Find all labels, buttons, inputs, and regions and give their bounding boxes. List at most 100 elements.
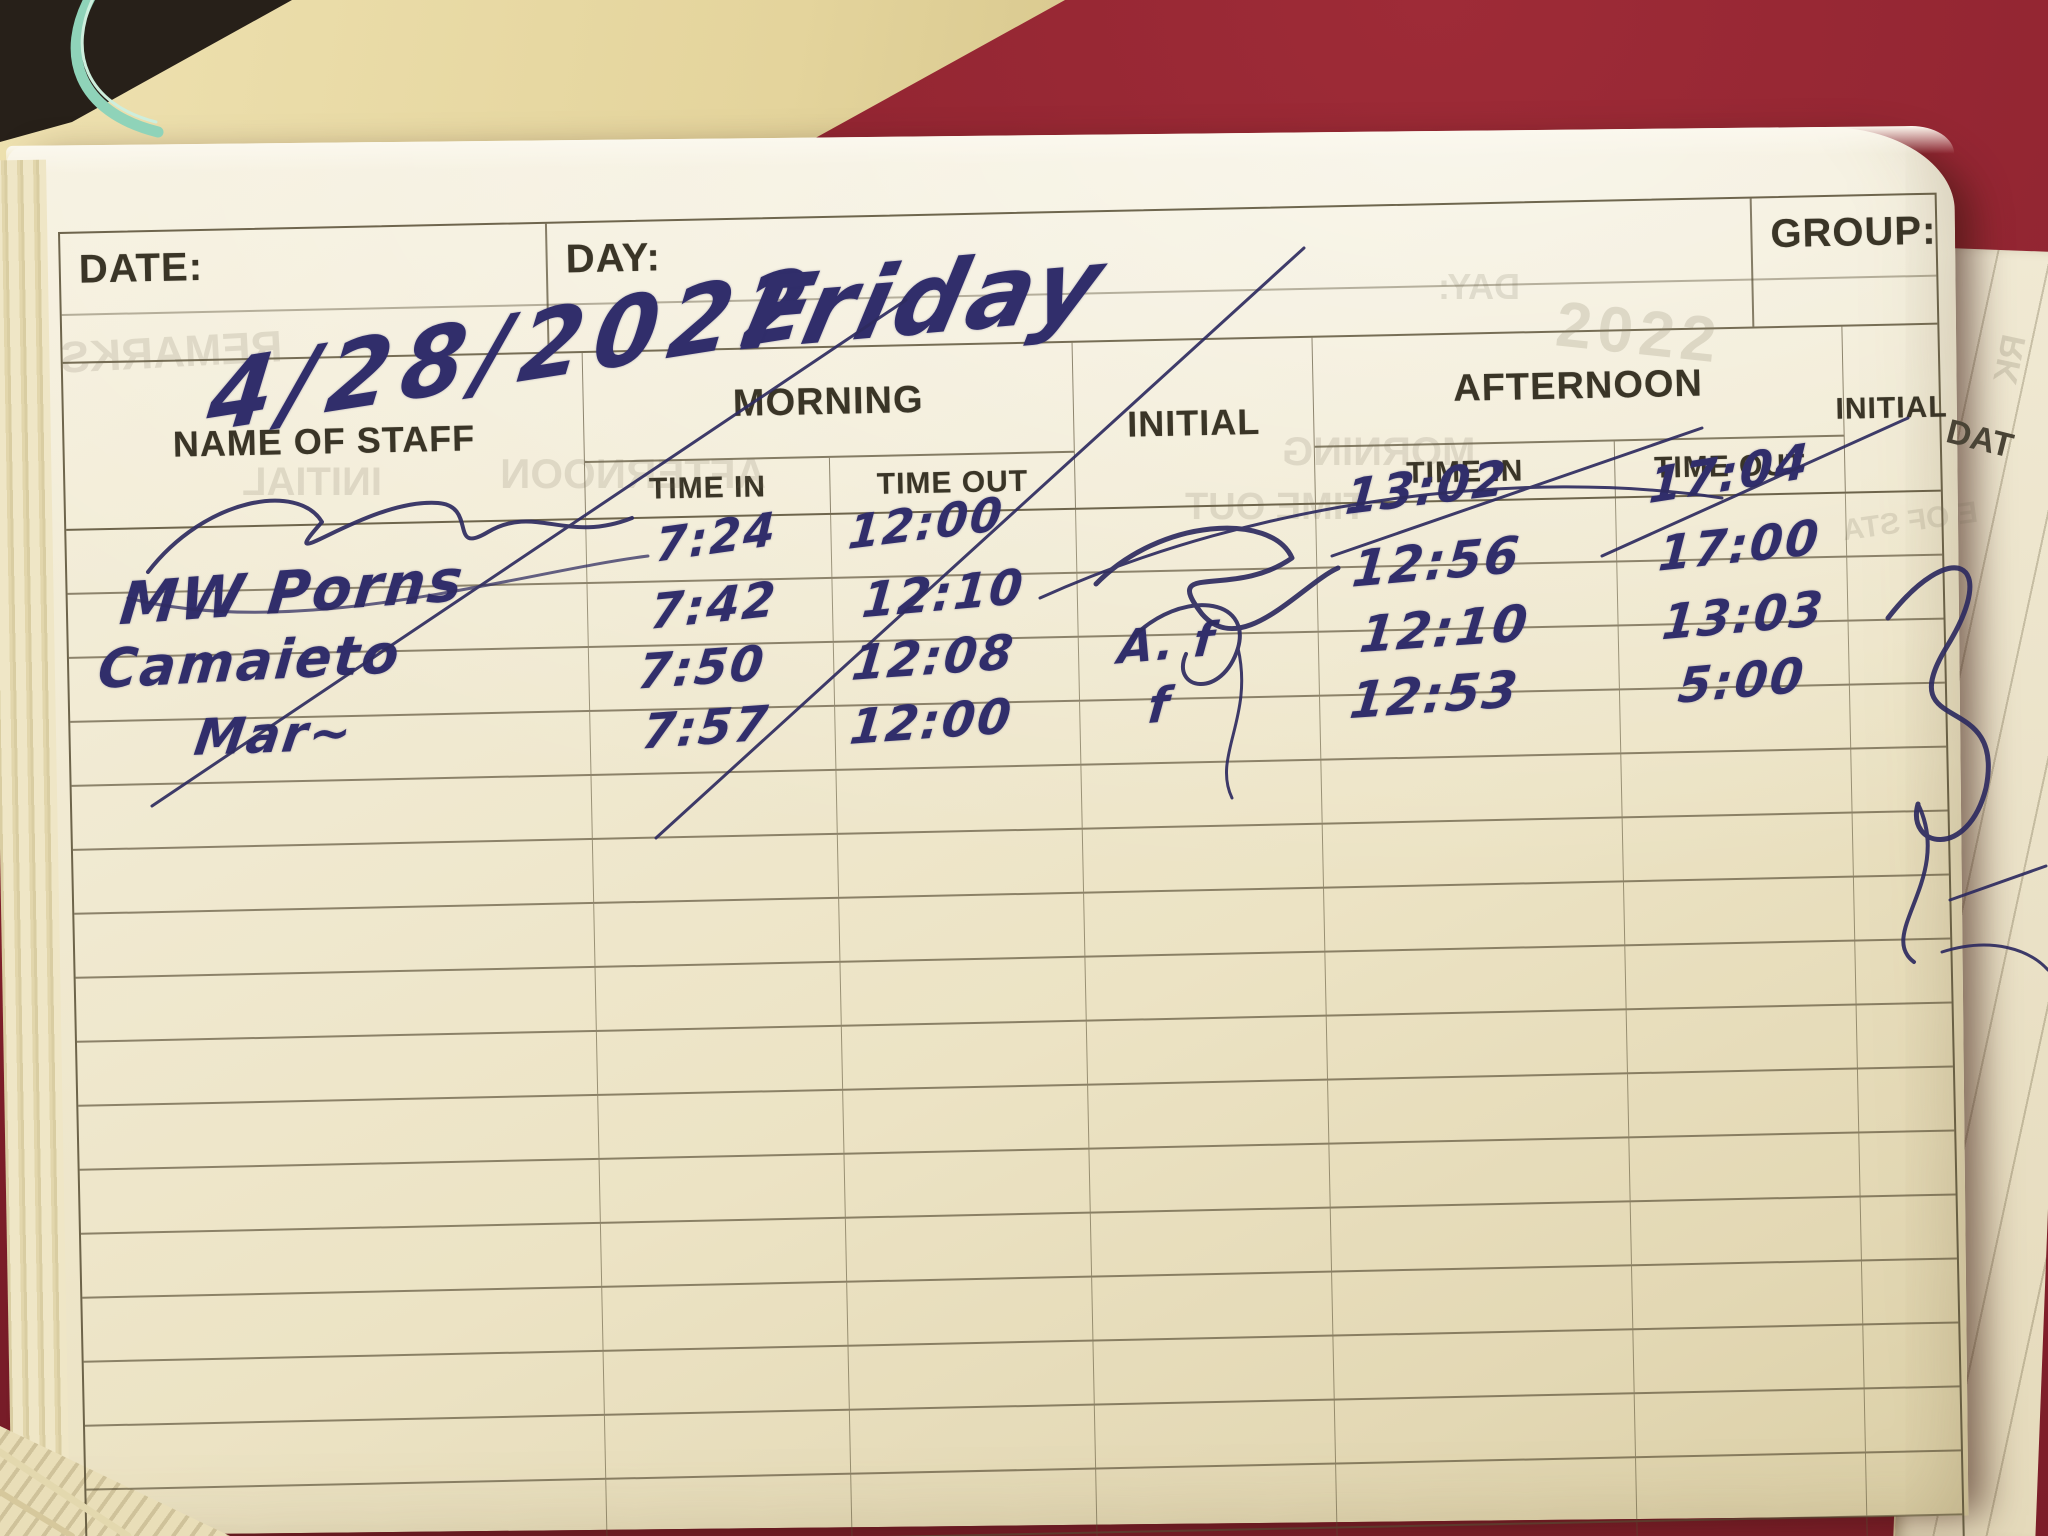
table-cell — [71, 775, 593, 849]
table-cell — [1084, 888, 1326, 956]
table-cell — [1636, 1453, 1868, 1521]
table-cell — [76, 1031, 599, 1105]
group-label: GROUP: — [1769, 208, 1937, 257]
table-cell — [851, 1469, 1098, 1536]
afternoon-in-row3: 12:10 — [1357, 593, 1533, 665]
table-cell — [843, 1085, 1090, 1153]
table-cell — [1094, 1400, 1337, 1468]
table-cell — [86, 1479, 608, 1536]
table-cell — [1867, 1515, 1963, 1536]
group-cell: GROUP: — [1752, 195, 1938, 327]
ghost-initial: INITIAL — [242, 460, 382, 504]
table-cell — [1088, 1080, 1330, 1148]
table-cell — [596, 1026, 844, 1094]
table-cell — [72, 839, 595, 913]
table-cell — [1854, 876, 1950, 940]
table-cell — [1850, 684, 1946, 748]
table-cell — [603, 1346, 850, 1414]
table-cell — [1089, 1144, 1331, 1212]
table-cell — [1329, 1138, 1631, 1207]
table-cell — [836, 765, 1083, 833]
table-cell — [591, 770, 838, 838]
table-cell — [602, 1282, 849, 1350]
table-cell — [1096, 1464, 1338, 1532]
morning-in-row4: 7:57 — [639, 695, 773, 761]
table-cell — [1326, 1010, 1628, 1079]
initial-row3: A. f — [1115, 611, 1219, 675]
table-cell — [849, 1405, 1097, 1473]
table-cell — [1324, 882, 1626, 951]
table-cell — [1857, 1004, 1953, 1068]
table-cell — [1626, 1005, 1858, 1073]
table-cell — [1082, 824, 1324, 892]
table-cell — [1630, 1197, 1862, 1265]
table-cell — [74, 903, 596, 977]
table-cell — [1325, 946, 1627, 1015]
table-cell — [1090, 1208, 1333, 1276]
table-cell — [1330, 1202, 1632, 1271]
table-cell — [82, 1287, 604, 1361]
table-cell — [1332, 1266, 1634, 1335]
table-cell — [604, 1410, 852, 1478]
table-cell — [81, 1223, 603, 1297]
table-cell — [1847, 556, 1943, 620]
table-cell — [1622, 813, 1854, 881]
initial-header-afternoon: INITIAL — [1835, 389, 1948, 426]
table-cell — [1634, 1389, 1866, 1457]
table-cell — [1085, 952, 1327, 1020]
table-cell — [844, 1149, 1091, 1217]
table-cell — [85, 1415, 607, 1489]
table-cell — [1322, 818, 1624, 887]
table-cell — [599, 1154, 846, 1222]
table-cell — [1321, 754, 1623, 823]
table-cell — [1333, 1330, 1635, 1399]
table-cell — [1336, 1458, 1638, 1527]
ghost-time-out: TIME OUT — [1185, 486, 1367, 528]
table-cell — [1632, 1261, 1864, 1329]
table-cell — [1629, 1133, 1861, 1201]
table-cell — [1621, 749, 1853, 817]
table-cell — [1853, 812, 1949, 876]
morning-out-row3: 12:08 — [849, 624, 1018, 692]
table-cell — [1092, 1272, 1334, 1340]
table-cell — [1086, 1016, 1329, 1084]
table-cell — [840, 957, 1087, 1025]
morning-in-row3: 7:50 — [635, 635, 769, 701]
table-cell — [75, 967, 597, 1041]
afternoon-in-row4: 12:53 — [1347, 659, 1523, 731]
table-cell — [592, 834, 840, 902]
table-cell — [1625, 941, 1857, 1009]
initial-header-morning: INITIAL — [1072, 337, 1316, 508]
table-cell — [1858, 1067, 1954, 1131]
table-cell — [78, 1095, 600, 1169]
ghost-afternoon: AFTERNOON — [500, 450, 766, 497]
table-cell — [1865, 1387, 1961, 1451]
staff-name-row4: Mar~ — [190, 703, 358, 767]
table-cell — [606, 1474, 853, 1536]
table-cell — [1866, 1451, 1962, 1515]
table-cell — [1859, 1131, 1955, 1195]
table-cell — [1861, 1195, 1957, 1259]
table-cell — [1328, 1074, 1630, 1143]
table-cell — [83, 1351, 605, 1425]
table-cell — [1093, 1336, 1335, 1404]
table-cell — [1851, 748, 1947, 812]
table-cell — [1081, 760, 1323, 828]
table-cell — [79, 1159, 601, 1233]
ghost-day: DAY: — [1438, 266, 1521, 307]
table-cell — [848, 1341, 1095, 1409]
table-cell — [1849, 620, 1945, 684]
table-cell — [1623, 877, 1856, 945]
date-label: DATE: — [78, 244, 204, 292]
table-cell — [1855, 940, 1951, 1004]
table-cell — [837, 829, 1085, 897]
table-cell — [847, 1277, 1094, 1345]
table-cell — [1863, 1323, 1959, 1387]
table-cell — [594, 898, 841, 966]
table-cell — [1080, 696, 1322, 764]
table-cell — [845, 1213, 1093, 1281]
table-cell — [1862, 1259, 1958, 1323]
morning-out-row4: 12:00 — [847, 688, 1016, 756]
table-cell — [1633, 1325, 1865, 1393]
